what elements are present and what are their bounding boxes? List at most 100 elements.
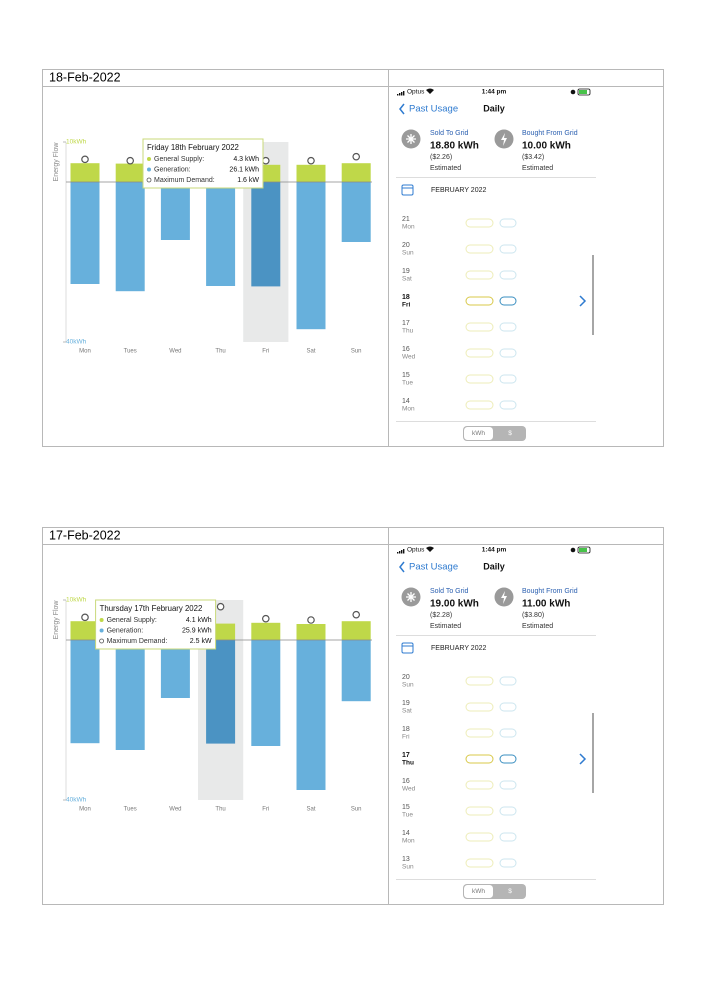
tooltip-label: General Supply:	[107, 617, 157, 624]
day-date: 20	[402, 674, 410, 681]
tooltip-label: Generation:	[154, 166, 191, 173]
card-title: Bought From Grid	[522, 130, 578, 137]
card-amount: 11.00 kWh	[522, 599, 570, 610]
supply-bar	[341, 163, 371, 182]
x-tick-label: Fri	[262, 807, 269, 813]
signal-bar	[403, 91, 405, 96]
tooltip-value: 4.3 kWh	[233, 156, 259, 163]
x-tick-label: Wed	[169, 349, 181, 355]
day-name: Sun	[402, 682, 414, 689]
supply-bar	[251, 622, 281, 640]
card-title: Sold To Grid	[430, 130, 468, 137]
day-supply-pill[interactable]	[465, 400, 494, 410]
toggle-option[interactable]: $	[508, 430, 512, 437]
day-name: Sat	[402, 708, 412, 715]
day-generation-pill[interactable]	[499, 244, 517, 254]
sun-glyph	[406, 134, 416, 144]
day-supply-pill[interactable]	[465, 270, 494, 280]
day-generation-pill[interactable]	[499, 348, 517, 358]
tooltip-label: Maximum Demand:	[107, 638, 168, 645]
tooltip-box	[142, 138, 264, 189]
x-tick-label: Sat	[306, 349, 315, 355]
day-generation-pill[interactable]	[499, 702, 517, 712]
day-date: 15	[402, 804, 410, 811]
day-supply-pill[interactable]	[465, 374, 494, 384]
supply-bar	[341, 621, 371, 640]
day-supply-pill[interactable]	[465, 702, 494, 712]
day-supply-pill[interactable]	[465, 244, 494, 254]
max-demand-marker	[352, 152, 361, 161]
day-generation-pill[interactable]	[499, 832, 517, 842]
generation-bar	[115, 640, 145, 750]
toggle-option[interactable]: kWh	[472, 430, 485, 437]
day-generation-pill[interactable]	[499, 780, 517, 790]
day-name: Sun	[402, 864, 414, 871]
card-note: Estimated	[522, 165, 553, 172]
back-chevron	[399, 103, 405, 115]
day-generation-pill[interactable]	[499, 270, 517, 280]
back-chevron	[399, 561, 405, 573]
day-supply-pill[interactable]	[465, 728, 494, 738]
day-supply-pill[interactable]	[465, 322, 494, 332]
day-name: Tue	[402, 812, 413, 819]
day-supply-pill[interactable]	[465, 858, 494, 868]
day-generation-pill[interactable]	[499, 858, 517, 868]
day-generation-pill[interactable]	[499, 676, 517, 686]
day-supply-pill[interactable]	[465, 780, 494, 790]
day-name: Tue	[402, 380, 413, 387]
generation-bar	[70, 640, 100, 744]
status-time: 1:44 pm	[482, 547, 507, 554]
x-tick-label: Mon	[79, 807, 91, 813]
generation-bar	[160, 640, 190, 698]
max-demand-marker	[81, 613, 89, 622]
x-tick-label: Mon	[79, 349, 91, 355]
tooltip-value: 26.1 kWh	[229, 166, 259, 173]
day-generation-pill[interactable]	[499, 296, 517, 306]
tooltip-dot	[146, 177, 152, 183]
day-date: 17	[402, 752, 410, 759]
day-name: Fri	[402, 734, 410, 741]
day-generation-pill[interactable]	[499, 400, 517, 410]
x-tick-label: Tues	[124, 349, 137, 355]
max-demand-marker	[352, 610, 361, 619]
day-supply-pill[interactable]	[465, 832, 494, 842]
bolt-glyph	[501, 591, 507, 604]
day-generation-pill[interactable]	[499, 374, 517, 384]
day-generation-pill[interactable]	[499, 218, 517, 228]
supply-bar	[70, 621, 100, 640]
day-supply-pill[interactable]	[465, 296, 494, 306]
day-supply-pill[interactable]	[465, 754, 494, 764]
day-date: 16	[402, 346, 410, 353]
y-tick-label: 10kWh	[66, 597, 87, 604]
back-link[interactable]: Past Usage	[409, 104, 458, 115]
day-generation-pill[interactable]	[499, 322, 517, 332]
day-name: Thu	[402, 760, 414, 767]
day-supply-pill[interactable]	[465, 806, 494, 816]
signal-bar	[397, 552, 399, 554]
card-amount: 18.80 kWh	[430, 141, 479, 152]
day-generation-pill[interactable]	[499, 806, 517, 816]
wifi-icon	[426, 88, 434, 94]
supply-bar	[115, 163, 145, 182]
y-tick-label: 10kWh	[66, 139, 87, 146]
day-supply-pill[interactable]	[465, 218, 494, 228]
status-time: 1:44 pm	[482, 89, 507, 96]
tooltip-value: 1.6 kW	[237, 177, 259, 184]
x-tick-label: Tues	[124, 807, 137, 813]
tooltip-box	[95, 599, 217, 650]
day-supply-pill[interactable]	[465, 676, 494, 686]
y-axis-label: Energy Flow	[53, 600, 60, 640]
day-generation-pill[interactable]	[499, 728, 517, 738]
toggle-option[interactable]: $	[508, 888, 512, 895]
bolt-glyph	[501, 133, 507, 146]
tooltip-label: Generation:	[107, 627, 144, 634]
y-tick-label: 40kWh	[66, 339, 87, 346]
signal-bar	[401, 92, 403, 96]
day-generation-pill[interactable]	[499, 754, 517, 764]
tooltip-label: General Supply:	[154, 156, 204, 163]
tooltip-dot	[147, 157, 151, 161]
carrier: Optus	[407, 89, 425, 96]
day-supply-pill[interactable]	[465, 348, 494, 358]
toggle-option[interactable]: kWh	[472, 888, 485, 895]
back-link[interactable]: Past Usage	[409, 562, 458, 573]
